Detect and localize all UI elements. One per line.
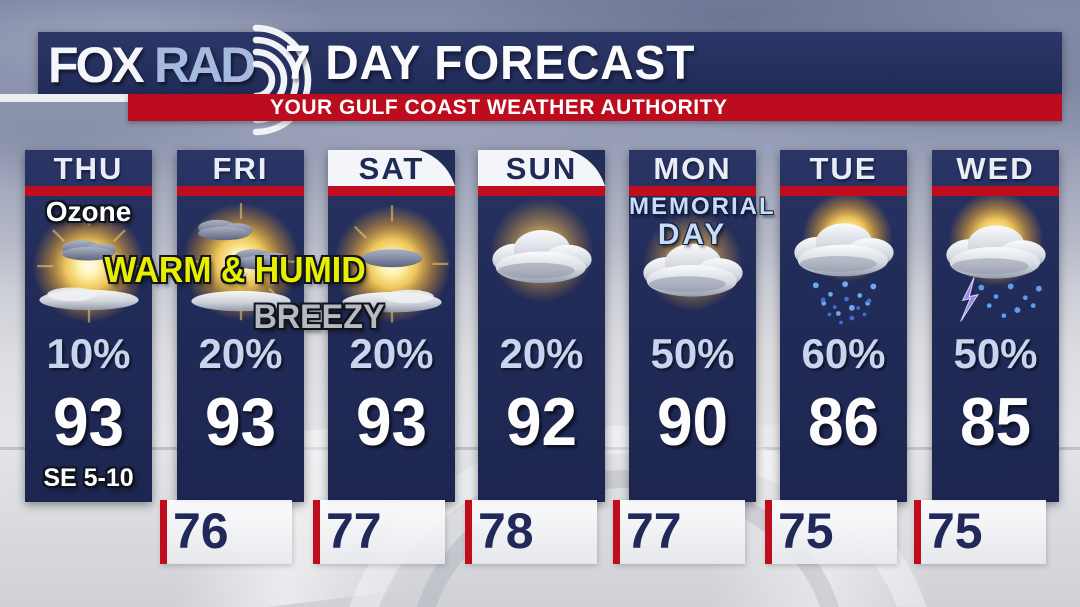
red-stripe [177,186,304,196]
forecast-column-sun: SUN 20% 92 [478,150,605,502]
day-label: TUE [809,151,878,186]
high-temp: 93 [204,384,277,460]
day-label: WED [956,151,1035,186]
memorial-line1: MEMORIAL [629,193,776,220]
memorial-line2: DAY [657,218,728,251]
low-temp-sun: 78 [465,500,597,564]
high-temp: 86 [807,384,880,460]
low-temp-fri: 76 [160,500,292,564]
red-stripe [780,186,907,196]
banner-underline [0,94,128,102]
precip-chance: 20% [198,330,283,377]
corner-swoosh [419,150,455,186]
day-label: FRI [212,151,269,186]
red-stripe [328,186,455,196]
red-stripe [932,186,1059,196]
high-temp: 90 [656,384,729,460]
scattered-showers-icon [780,196,907,336]
precip-chance: 20% [499,330,584,377]
header-banner: FOX RAD 7 DAY FORECAST [38,24,1062,136]
red-stripe [629,186,756,196]
red-tick [313,500,320,564]
forecast-column-thu: THU Ozone 10% 93 SE 5-10 [25,150,152,502]
low-temp-tue: 75 [765,500,897,564]
warm-humid-annotation: WARM & HUMID [104,249,366,290]
low-temp-value: 75 [927,503,983,559]
forecast-column-tue: TUE 60% 86 [780,150,907,502]
low-temp-value: 77 [626,503,682,559]
high-temp: 85 [959,384,1032,460]
sun-cloud-band-icon [328,196,455,336]
red-tick [465,500,472,564]
scattered-storms-icon [932,196,1059,336]
logo-rad-text: RAD [154,37,256,93]
mostly-cloudy-icon [629,196,756,336]
sun-small-cloud-icon [25,196,152,336]
page-title: 7 DAY FORECAST [285,37,696,90]
red-stripe [25,186,152,196]
high-temp: 93 [52,384,125,460]
low-temp-value: 76 [173,503,229,559]
red-tick [613,500,620,564]
red-tick [914,500,921,564]
forecast-column-wed: WED 50% 85 [932,150,1059,502]
high-temp: 93 [355,384,428,460]
forecast-column-sat: SAT 20% 93 [328,150,455,502]
corner-swoosh [569,150,605,186]
sun-clouds-icon [177,196,304,336]
red-stripe [478,186,605,196]
red-tick [160,500,167,564]
low-temp-value: 78 [478,503,534,559]
forecast-column-mon: MON MEMORIAL DAY 50% 90 [629,150,776,502]
ozone-note: Ozone [45,196,132,227]
precip-chance: 20% [349,330,434,377]
day-label: MON [653,151,732,186]
memorial-day-overlay: MEMORIAL DAY [629,193,776,251]
low-temp-wed: 75 [914,500,1046,564]
low-temp-value: 75 [778,503,834,559]
mostly-cloudy-icon [478,196,605,336]
high-temp: 92 [505,384,578,460]
low-temp-sat: 77 [313,500,445,564]
low-temp-mon: 77 [613,500,745,564]
breezy-annotation: BREEZY [253,298,385,336]
precip-chance: 50% [953,330,1038,377]
authority-strip: YOUR GULF COAST WEATHER AUTHORITY [128,94,1062,121]
day-label: THU [53,151,124,186]
logo-fox-text: FOX [48,37,145,93]
red-tick [765,500,772,564]
wind-note: SE 5-10 [43,464,134,492]
authority-text: YOUR GULF COAST WEATHER AUTHORITY [270,96,728,119]
precip-chance: 50% [650,330,735,377]
low-temp-value: 77 [326,503,382,559]
precip-chance: 10% [46,330,131,377]
forecast-column-fri: FRI 20% 93 [177,150,304,502]
precip-chance: 60% [801,330,886,377]
